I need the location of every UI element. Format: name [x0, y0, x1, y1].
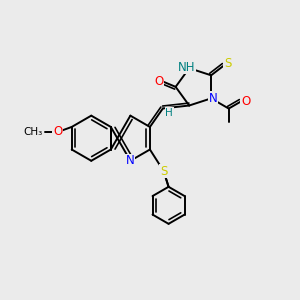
Text: O: O: [53, 125, 62, 138]
Text: S: S: [160, 165, 167, 178]
Text: N: N: [126, 154, 135, 167]
Text: S: S: [224, 57, 232, 70]
Text: NH: NH: [178, 61, 195, 74]
Text: H: H: [165, 108, 173, 118]
Text: O: O: [154, 75, 164, 88]
Text: O: O: [241, 95, 250, 108]
Text: CH₃: CH₃: [24, 127, 43, 136]
Text: N: N: [209, 92, 218, 105]
